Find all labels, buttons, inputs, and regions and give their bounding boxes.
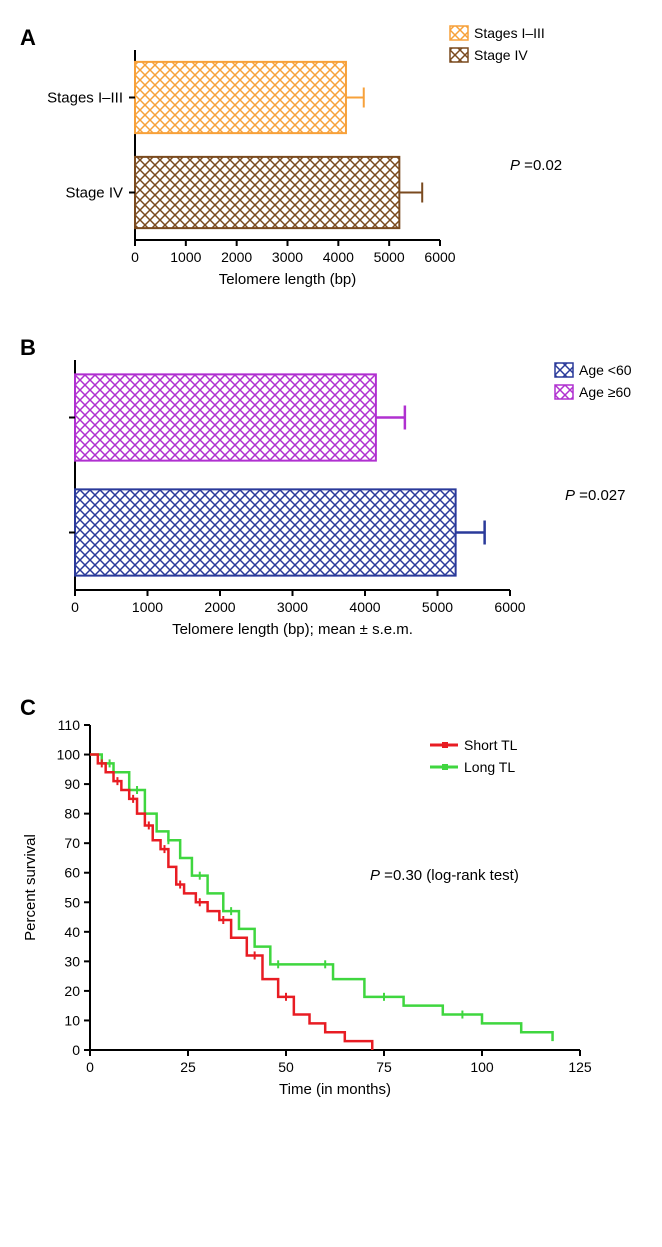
x-axis-label: Telomere length (bp): [219, 271, 357, 288]
xtick-label: 4000: [323, 249, 354, 265]
y-axis-label: Percent survival: [22, 834, 39, 941]
ytick-label: 50: [64, 894, 80, 910]
xtick-label: 5000: [374, 249, 405, 265]
legend-swatch: [450, 48, 468, 62]
panel-a: 0 1000 2000 3000 4000 5000 6000 Telomere length…: [10, 20, 652, 300]
ytick-label: 20: [64, 983, 80, 999]
legend-swatch: [450, 26, 468, 40]
panel-a-svg: 0 1000 2000 3000 4000 5000 6000 Telomere length…: [10, 20, 652, 300]
legend-label: Stages I–III: [474, 25, 545, 41]
bar: [75, 374, 376, 460]
ytick-label: 100: [57, 747, 81, 763]
xtick-label: 50: [278, 1059, 294, 1075]
xtick-label: 0: [86, 1059, 94, 1075]
bar-category-label: Stage IV: [65, 185, 123, 202]
panel-c: 0 25 50 75 100 125 0 10 20 30 40 50 60 70 80 90 100 110 Ti…: [10, 690, 652, 1110]
x-axis-label: Time (in months): [279, 1081, 391, 1098]
panel-label: A: [20, 25, 36, 50]
xtick-label: 4000: [349, 599, 380, 615]
ytick-label: 110: [58, 717, 81, 733]
xtick-label: 3000: [277, 599, 308, 615]
xtick-label: 6000: [424, 249, 455, 265]
xtick-label: 75: [376, 1059, 392, 1075]
xtick-label: 6000: [494, 599, 525, 615]
ytick-label: 30: [64, 953, 80, 969]
xtick-label: 0: [131, 249, 139, 265]
xtick-label: 2000: [221, 249, 252, 265]
legend-swatch: [555, 385, 573, 399]
panel-b: 0 1000 2000 3000 4000 5000 6000 Telomere length…: [10, 330, 652, 660]
xtick-label: 125: [568, 1059, 592, 1075]
xtick-label: 1000: [132, 599, 163, 615]
panel-label: B: [20, 335, 36, 360]
xtick-label: 5000: [422, 599, 453, 615]
xtick-label: 25: [180, 1059, 196, 1075]
xtick-label: 100: [470, 1059, 494, 1075]
x-axis-label: Telomere length (bp); mean ± s.e.m.: [172, 621, 413, 638]
legend-marker: [442, 764, 448, 770]
legend-swatch: [555, 363, 573, 377]
p-value: P =0.02: [510, 157, 562, 174]
ytick-label: 70: [64, 835, 80, 851]
bar: [135, 157, 399, 228]
xtick-label: 3000: [272, 249, 303, 265]
survival-line-long: [90, 755, 553, 1042]
ytick-label: 10: [64, 1012, 80, 1028]
panel-b-svg: 0 1000 2000 3000 4000 5000 6000 Telomere length…: [10, 330, 652, 660]
p-value: P =0.30 (log-rank test): [370, 867, 519, 884]
p-value: P =0.027: [565, 487, 625, 504]
panel-label: C: [20, 695, 36, 720]
xtick-label: 0: [71, 599, 79, 615]
bar: [75, 489, 456, 575]
ytick-label: 80: [64, 806, 80, 822]
legend-label: Long TL: [464, 759, 515, 775]
bar: [135, 62, 346, 133]
legend-label: Stage IV: [474, 47, 528, 63]
ytick-label: 60: [64, 865, 80, 881]
xtick-label: 1000: [170, 249, 201, 265]
legend-label: Short TL: [464, 737, 518, 753]
ytick-label: 0: [72, 1042, 80, 1058]
legend-marker: [442, 742, 448, 748]
ytick-label: 90: [64, 776, 80, 792]
xtick-label: 2000: [204, 599, 235, 615]
bar-category-label: Stages I–III: [47, 90, 123, 107]
legend-label: Age <60: [579, 362, 632, 378]
ytick-label: 40: [64, 924, 80, 940]
legend-label: Age ≥60: [579, 384, 631, 400]
panel-c-svg: 0 25 50 75 100 125 0 10 20 30 40 50 60 70 80 90 100 110 Ti…: [10, 690, 652, 1110]
